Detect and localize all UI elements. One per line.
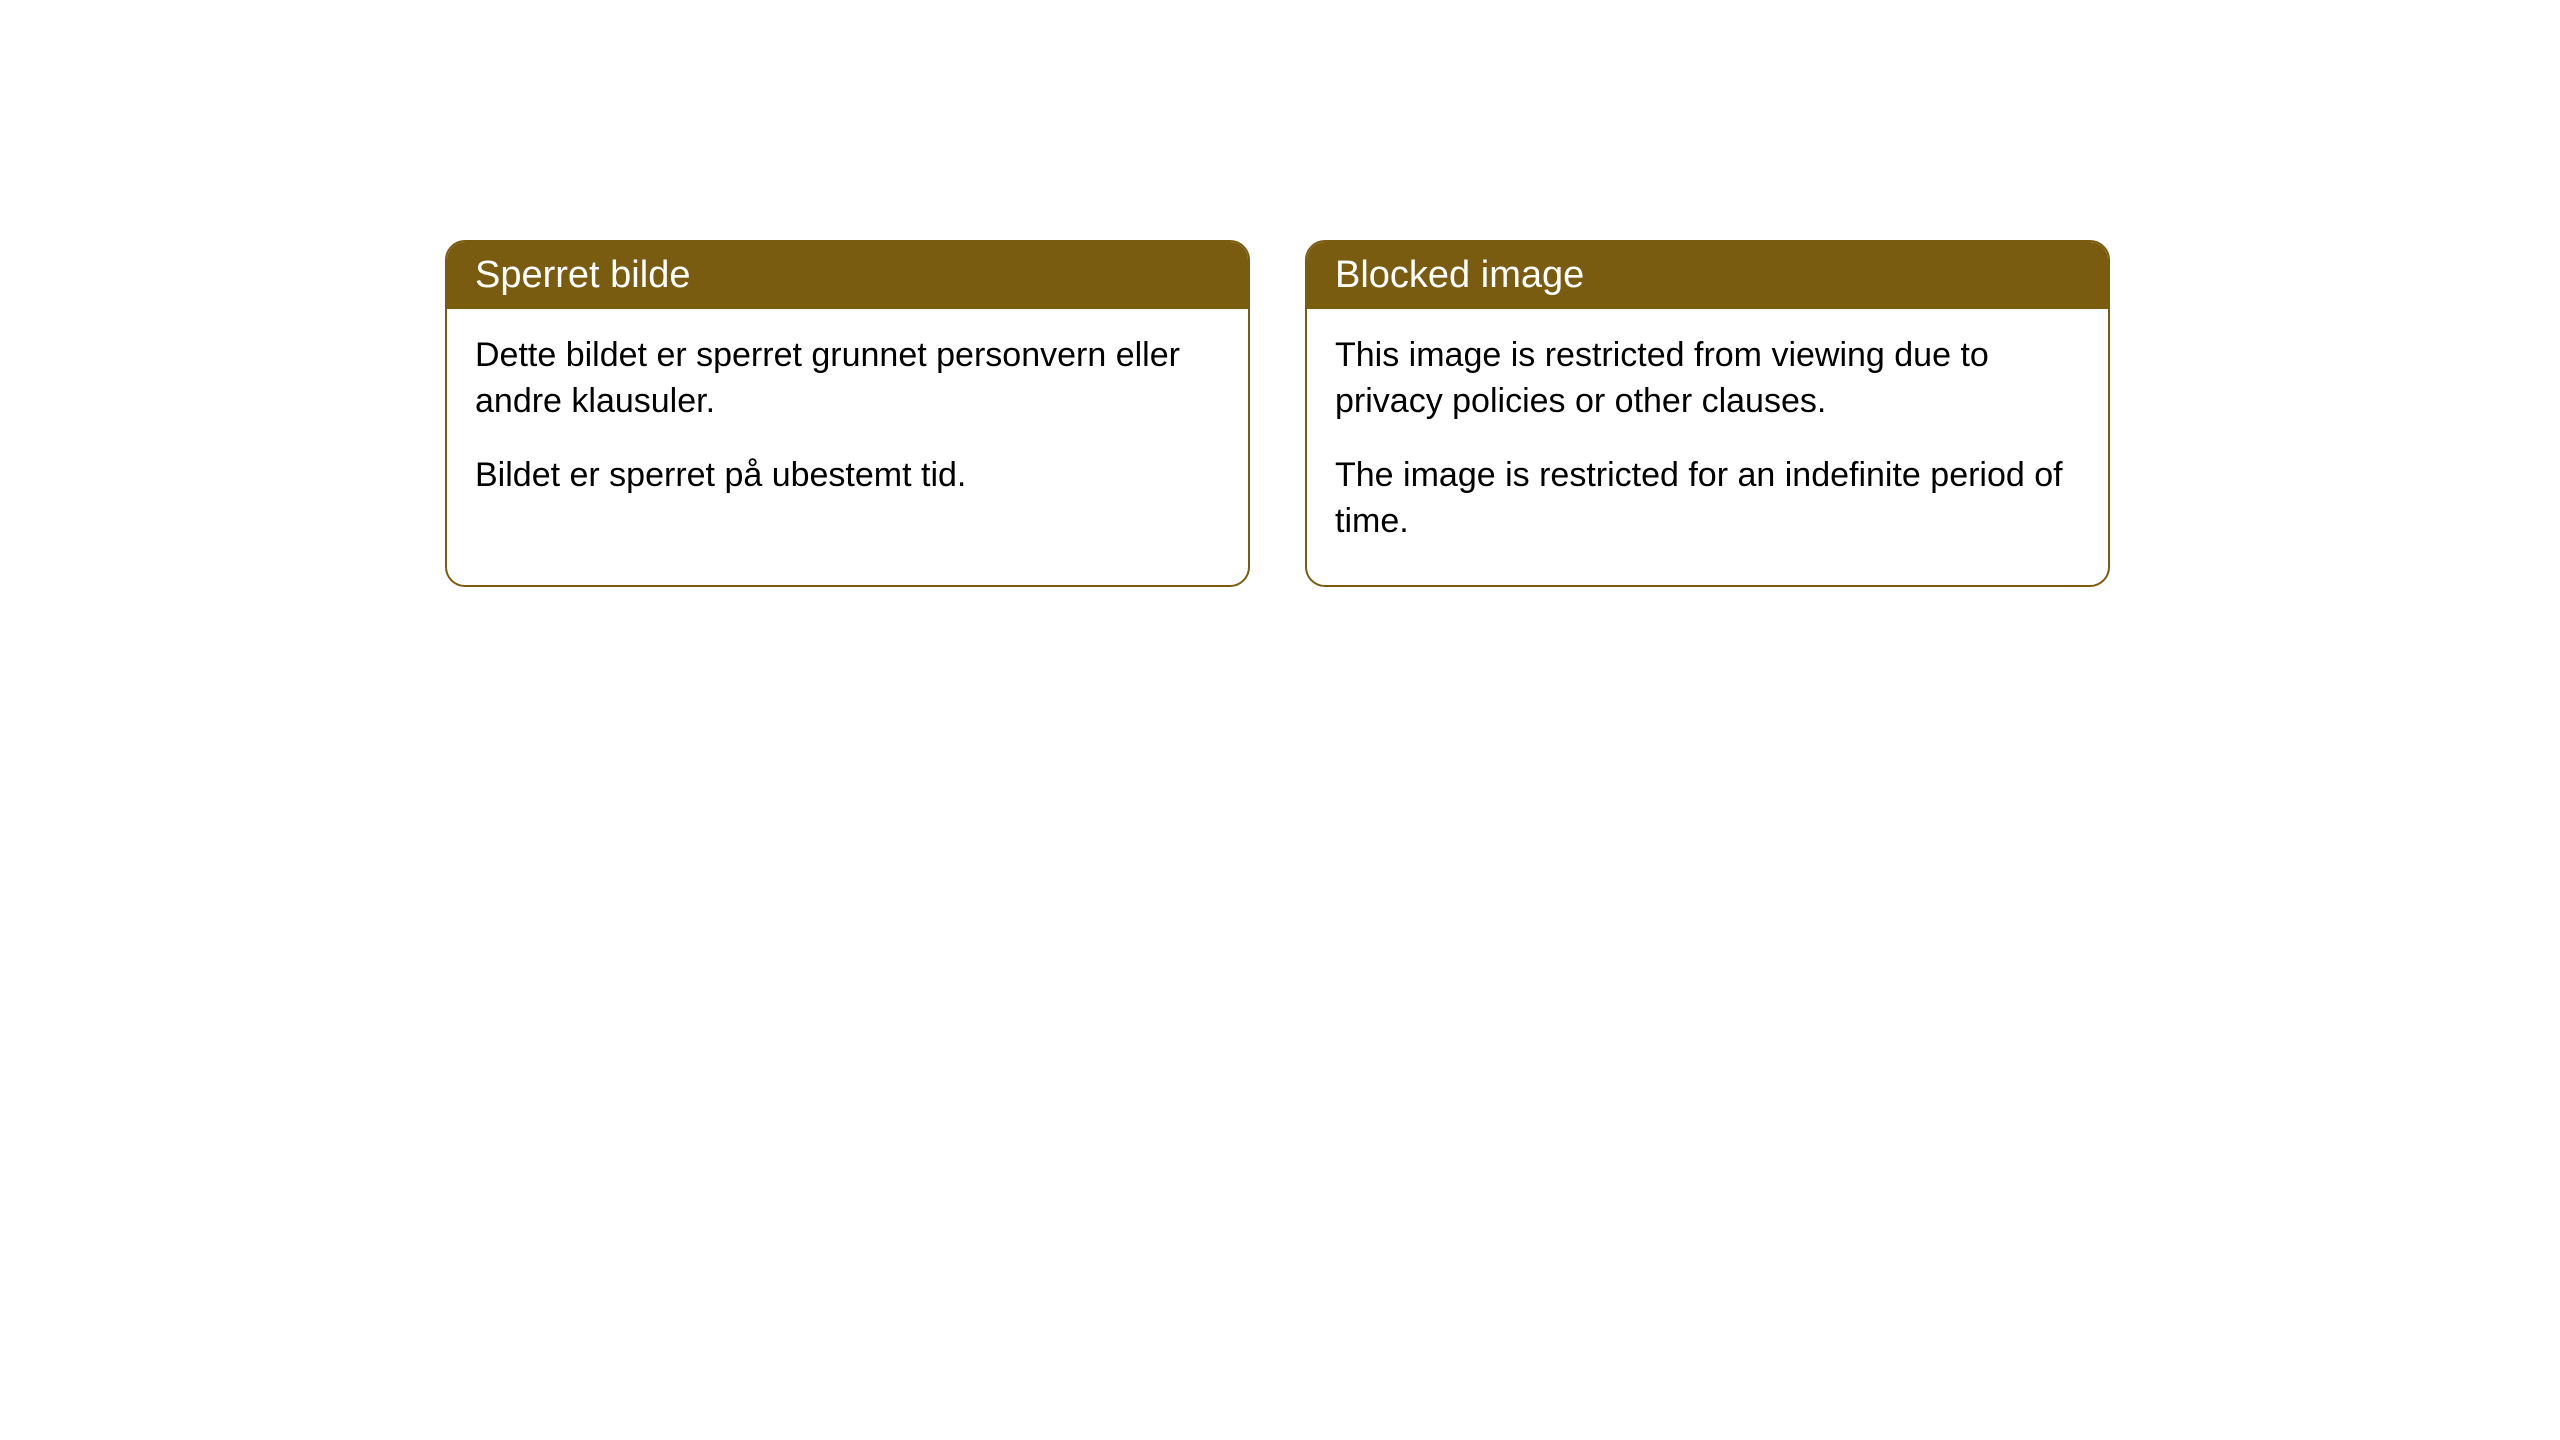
card-title: Blocked image bbox=[1335, 254, 1584, 296]
card-header-norwegian: Sperret bilde bbox=[447, 242, 1248, 309]
notice-text: This image is restricted from viewing du… bbox=[1335, 333, 2080, 425]
notice-text: Bildet er sperret på ubestemt tid. bbox=[475, 453, 1220, 499]
notice-text: Dette bildet er sperret grunnet personve… bbox=[475, 333, 1220, 425]
card-body-english: This image is restricted from viewing du… bbox=[1307, 309, 2108, 585]
notice-cards-container: Sperret bilde Dette bildet er sperret gr… bbox=[445, 240, 2110, 587]
card-title: Sperret bilde bbox=[475, 254, 690, 296]
notice-card-norwegian: Sperret bilde Dette bildet er sperret gr… bbox=[445, 240, 1250, 587]
notice-text: The image is restricted for an indefinit… bbox=[1335, 453, 2080, 545]
card-header-english: Blocked image bbox=[1307, 242, 2108, 309]
notice-card-english: Blocked image This image is restricted f… bbox=[1305, 240, 2110, 587]
card-body-norwegian: Dette bildet er sperret grunnet personve… bbox=[447, 309, 1248, 539]
